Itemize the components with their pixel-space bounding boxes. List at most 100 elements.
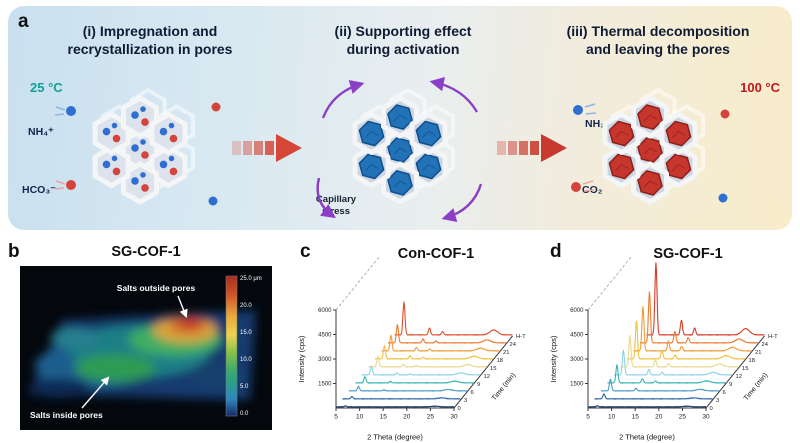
svg-text:25: 25 — [679, 414, 687, 421]
svg-text:0: 0 — [458, 406, 461, 412]
framework-activation — [316, 77, 483, 222]
xrd-curve-H-T — [394, 301, 513, 336]
svg-text:1500: 1500 — [570, 382, 584, 388]
panel-b-title: SG-COF-1 — [111, 244, 181, 260]
salts-inside-label: Salts inside pores — [30, 410, 103, 420]
svg-text:H-T: H-T — [768, 334, 778, 340]
capillary-stress-label: Capillary stress — [315, 194, 357, 217]
svg-text:6: 6 — [723, 390, 726, 396]
xrd-curve-6 — [348, 385, 468, 392]
panel-c-label: c — [300, 241, 311, 262]
svg-text:21: 21 — [755, 350, 761, 356]
hco3-ion-label: HCO₃⁻ — [22, 184, 56, 196]
svg-text:3: 3 — [464, 398, 467, 404]
svg-text:25: 25 — [427, 414, 435, 421]
svg-text:30: 30 — [702, 414, 710, 421]
svg-text:1500: 1500 — [318, 382, 332, 388]
xrd-curve-6 — [600, 378, 720, 392]
xrd-curve-21 — [633, 306, 752, 352]
svg-text:5: 5 — [586, 414, 590, 421]
honeycomb-structure — [92, 87, 195, 205]
svg-text:10: 10 — [608, 414, 616, 421]
step2-heading: (ii) Supporting effect during activation — [334, 23, 472, 58]
colorbar-tick: 15.0 — [240, 330, 252, 336]
step3-heading: (iii) Thermal decomposition and leaving … — [566, 23, 750, 58]
svg-text:24: 24 — [762, 342, 769, 348]
nh4-ion-label: NH₄⁺ — [28, 126, 54, 138]
svg-text:Intensity (cps): Intensity (cps) — [549, 335, 558, 382]
svg-text:15: 15 — [490, 366, 496, 372]
svg-text:30: 30 — [450, 414, 458, 421]
svg-text:2 Theta (degree): 2 Theta (degree) — [367, 433, 423, 442]
svg-text:9: 9 — [729, 382, 732, 388]
honeycomb-structure — [352, 87, 455, 205]
svg-text:3000: 3000 — [570, 357, 584, 363]
svg-text:21: 21 — [503, 350, 509, 356]
svg-text:15: 15 — [742, 366, 748, 372]
svg-text:H-T: H-T — [516, 334, 526, 340]
panel-b-label: b — [8, 241, 20, 262]
framework-decomposition — [571, 87, 730, 205]
svg-text:4500: 4500 — [318, 333, 332, 339]
svg-text:15: 15 — [380, 414, 388, 421]
xrd-curve-18 — [626, 320, 746, 360]
colorbar-tick: 10.0 — [240, 357, 252, 363]
surface-topography — [28, 310, 256, 400]
svg-text:12: 12 — [484, 374, 490, 380]
svg-text:3: 3 — [716, 398, 719, 404]
nh3-molecule-label: NH₃ — [585, 118, 606, 130]
svg-text:Time (min): Time (min) — [491, 372, 517, 402]
height-colorbar: 25.0 μm 20.0 15.0 10.0 5.0 0.0 — [225, 275, 262, 417]
incoming-ion-spheres — [55, 102, 221, 206]
xrd-curve-24 — [387, 324, 507, 344]
svg-text:20: 20 — [655, 414, 663, 421]
svg-text:5: 5 — [334, 414, 338, 421]
annotation-outside: Salts outside pores — [117, 283, 196, 318]
svg-text:18: 18 — [749, 358, 755, 364]
svg-text:10: 10 — [356, 414, 364, 421]
panel-a-label: a — [18, 11, 29, 32]
svg-text:6000: 6000 — [570, 308, 584, 314]
xrd-curve-21 — [381, 334, 500, 352]
xrd-curve-12 — [613, 349, 733, 376]
svg-text:12: 12 — [736, 374, 742, 380]
colorbar-tick: 0.0 — [240, 411, 249, 417]
xrd-curve-9 — [355, 376, 474, 384]
svg-text:6000: 6000 — [318, 308, 332, 314]
salts-outside-label: Salts outside pores — [117, 283, 196, 293]
honeycomb-structure — [602, 87, 705, 205]
pixel-arrow-2 — [497, 134, 567, 162]
xrd-curve-24 — [639, 291, 759, 344]
xrd-curve-0 — [335, 405, 455, 408]
framework-impregnation — [55, 87, 221, 206]
temperature-right: 100 °C — [740, 80, 780, 95]
xrd-curve-18 — [374, 345, 494, 360]
step1-heading: (i) Impregnation and recrystallization i… — [67, 23, 233, 58]
svg-text:20: 20 — [403, 414, 411, 421]
panel-c-title: Con-COF-1 — [397, 246, 475, 262]
xrd-curve-3 — [342, 395, 461, 400]
panel-d-label: d — [550, 241, 562, 262]
xrd-curve-12 — [361, 365, 481, 376]
temperature-left: 25 °C — [30, 80, 63, 95]
xrd-curve-H-T — [646, 262, 765, 336]
xrd-curve-3 — [594, 393, 713, 400]
colorbar-tick: 20.0 — [240, 303, 252, 309]
pixel-arrow-1 — [232, 134, 302, 162]
svg-text:9: 9 — [477, 382, 480, 388]
arrow-icon — [232, 134, 302, 162]
arrow-icon — [497, 134, 567, 162]
xrd-curve-9 — [607, 364, 726, 384]
panel-d-title: SG-COF-1 — [653, 246, 723, 262]
panel-a-scheme: a (i) Impregnation and recrystallization… — [8, 6, 792, 230]
svg-text:15: 15 — [632, 414, 640, 421]
leaving-molecule-spheres — [571, 103, 730, 203]
svg-text:4500: 4500 — [570, 333, 584, 339]
svg-text:0: 0 — [710, 406, 713, 412]
xrd-curve-0 — [587, 405, 707, 408]
xrd-curve-15 — [368, 355, 487, 368]
annotation-inside: Salts inside pores — [30, 376, 110, 420]
